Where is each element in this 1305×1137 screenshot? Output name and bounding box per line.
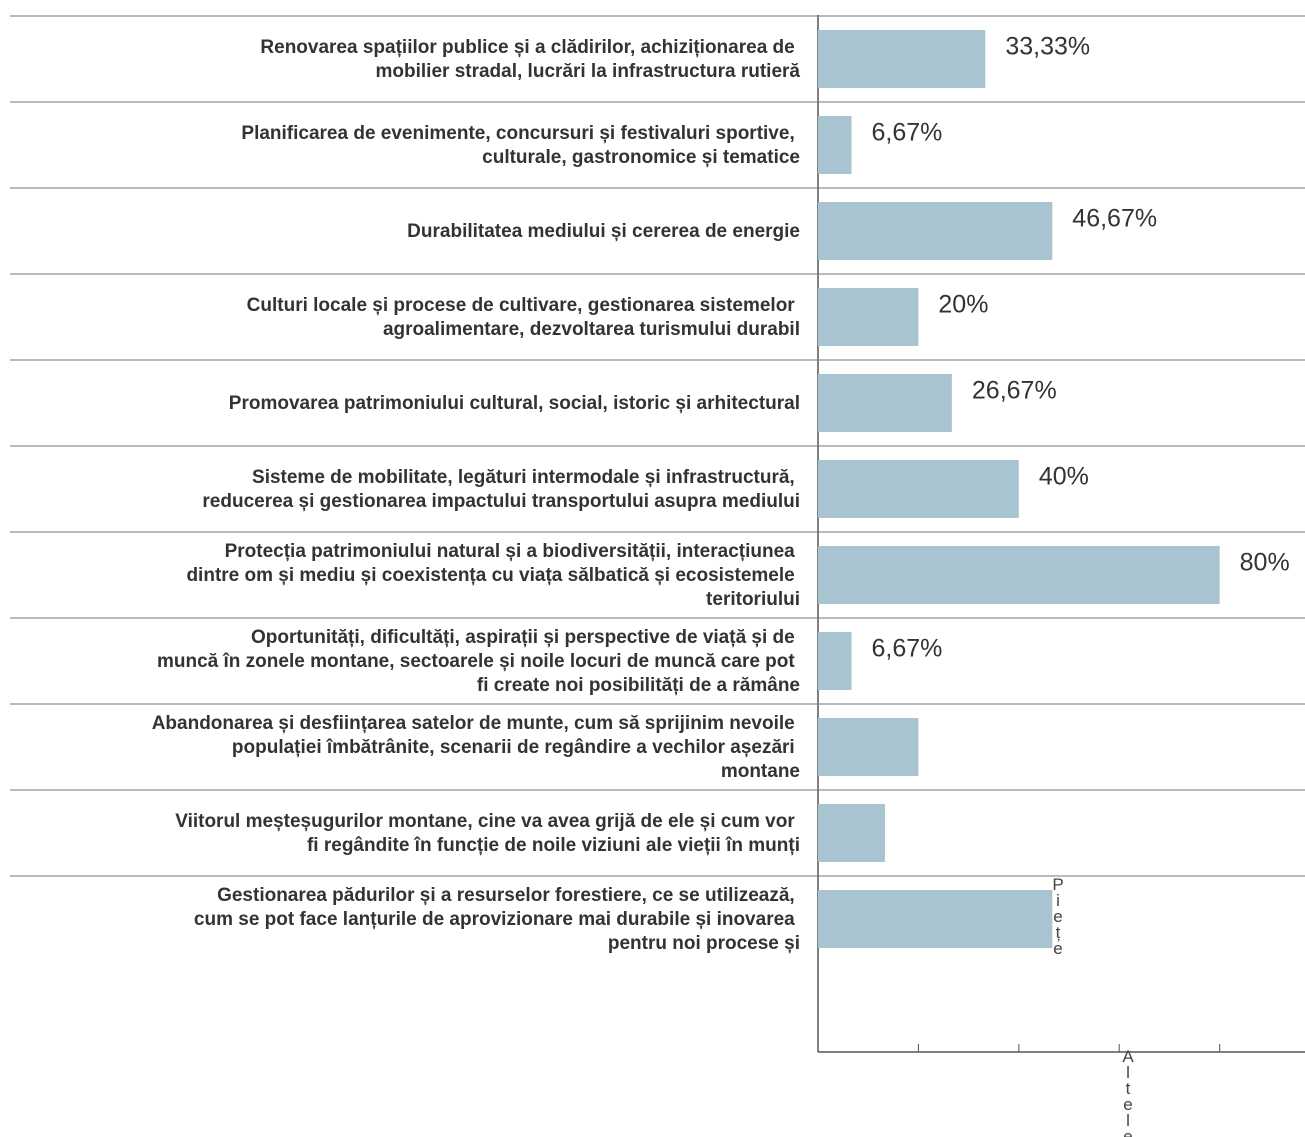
category-label: Gestionarea pădurilor și a resurselor fo… <box>194 885 800 954</box>
value-label: 33,33% <box>1005 33 1090 61</box>
bar <box>818 30 986 88</box>
bar <box>818 546 1220 604</box>
category-label: Viitorul meșteșugurilor montane, cine va… <box>175 811 800 856</box>
category-label: Promovarea patrimoniului cultural, socia… <box>229 393 800 414</box>
category-label: Culturi locale și procese de cultivare, … <box>247 295 800 340</box>
bar <box>818 718 919 776</box>
value-label: 26,67% <box>972 377 1057 405</box>
bar <box>818 116 852 174</box>
bar <box>818 202 1053 260</box>
bar <box>818 632 852 690</box>
bar <box>818 460 1019 518</box>
category-label: Planificarea de evenimente, concursuri ș… <box>241 123 800 168</box>
value-label: 40% <box>1039 463 1089 491</box>
bar <box>818 804 885 862</box>
value-label: 20% <box>938 291 988 319</box>
category-label: Renovarea spațiilor publice și a clădiri… <box>260 37 800 82</box>
value-label: 46,67% <box>1072 205 1157 233</box>
category-label: Sisteme de mobilitate, legături intermod… <box>202 467 800 512</box>
category-label: Oportunități, dificultăți, aspirații și … <box>157 627 800 696</box>
value-label: 6,67% <box>871 119 942 147</box>
bar <box>818 374 952 432</box>
category-label: Abandonarea și desființarea satelor de m… <box>152 713 800 782</box>
category-label: Protecția patrimoniului natural și a bio… <box>186 541 800 610</box>
bar <box>818 288 919 346</box>
category-label: Durabilitatea mediului și cererea de ene… <box>407 221 800 242</box>
bar <box>818 890 1053 948</box>
value-label: 80% <box>1240 549 1290 577</box>
value-label: 6,67% <box>871 635 942 663</box>
